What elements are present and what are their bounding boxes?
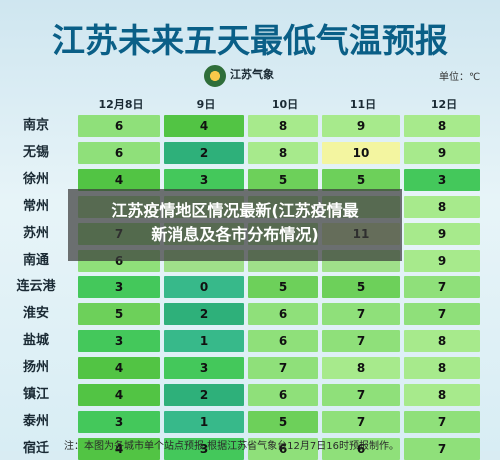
- temperature-cell: 4: [78, 168, 160, 191]
- city-label: 淮安: [22, 306, 49, 322]
- temperature-cell: 4: [78, 357, 160, 380]
- temperature-cell: 2: [164, 384, 244, 406]
- temperature-cell: 7: [322, 384, 400, 406]
- temperature-cell: 8: [404, 195, 480, 218]
- temperature-cell: 3: [164, 168, 244, 191]
- overlay-line-2: 新消息及各市分布情况): [151, 225, 319, 244]
- temperature-cell: 8: [404, 357, 480, 380]
- column-header: 11日: [349, 98, 377, 111]
- city-label: 无锡: [22, 144, 49, 160]
- temperature-cell: 7: [404, 437, 480, 460]
- city-label: 盐城: [22, 333, 49, 349]
- temperature-cell: 9: [404, 222, 480, 245]
- temperature-cell: 9: [322, 115, 400, 137]
- temperature-cell: 9: [404, 249, 480, 272]
- temperature-cell: 1: [164, 330, 244, 353]
- temperature-cell: 8: [404, 115, 480, 137]
- temperature-cell: 5: [248, 276, 318, 299]
- temperature-cell: 8: [322, 357, 400, 380]
- temperature-cell: 8: [248, 115, 318, 137]
- temperature-cell: 7: [404, 276, 480, 299]
- temperature-cell: 8: [404, 384, 480, 406]
- temperature-cell: 8: [248, 141, 318, 164]
- temperature-cell: 3: [78, 276, 160, 299]
- temperature-cell: 1: [164, 410, 244, 433]
- city-label: 扬州: [22, 360, 49, 376]
- temperature-cell: 7: [322, 303, 400, 326]
- temperature-cell: 6: [78, 141, 160, 164]
- temperature-cell: 7: [322, 330, 400, 353]
- city-label: 南京: [22, 118, 49, 133]
- temperature-cell: 3: [164, 357, 244, 380]
- temperature-cell: 7: [404, 303, 480, 326]
- city-label: 徐州: [22, 171, 49, 187]
- temperature-cell: 3: [404, 168, 480, 191]
- temperature-cell: 2: [164, 303, 244, 326]
- footnote: 注：本图为各城市单个站点预报,根据江苏省气象台12月7日16时预报制作。: [64, 441, 399, 452]
- temperature-cell: 5: [248, 168, 318, 191]
- temperature-cell: 5: [78, 303, 160, 326]
- temperature-cell: 10: [322, 141, 400, 164]
- column-header: 12月8日: [98, 98, 144, 111]
- temperature-cell: 9: [404, 141, 480, 164]
- jiangsu-meteorology-logo-icon: [204, 65, 226, 87]
- temperature-cell: 6: [78, 115, 160, 137]
- temperature-cell: 8: [404, 330, 480, 353]
- city-label: 南通: [22, 252, 49, 268]
- org-name: 江苏气象: [230, 68, 274, 81]
- page-title: 江苏未来五天最低气温预报: [52, 21, 448, 60]
- temperature-cell: 4: [164, 115, 244, 137]
- temperature-cell: 4: [78, 384, 160, 406]
- temperature-cell: 6: [248, 330, 318, 353]
- temperature-cell: 5: [322, 168, 400, 191]
- temperature-cell: 5: [248, 410, 318, 433]
- unit-label: 单位：℃: [439, 72, 481, 83]
- temperature-cell: 3: [78, 410, 160, 433]
- temperature-cell: 0: [164, 276, 244, 299]
- city-label: 镇江: [22, 387, 49, 402]
- city-label: 连云港: [16, 279, 56, 295]
- column-header: 12日: [430, 98, 458, 111]
- column-header: 10日: [271, 98, 299, 111]
- temperature-cell: 7: [322, 410, 400, 433]
- temperature-cell: 5: [322, 276, 400, 299]
- temperature-cell: 7: [248, 357, 318, 380]
- temperature-cell: 6: [248, 303, 318, 326]
- temperature-cell: 3: [78, 330, 160, 353]
- column-header: 9日: [196, 98, 216, 111]
- city-label: 宿迁: [22, 440, 49, 456]
- city-label: 苏州: [22, 225, 49, 241]
- city-label: 泰州: [22, 413, 49, 429]
- temperature-cell: 7: [404, 410, 480, 433]
- temperature-cell: 2: [164, 141, 244, 164]
- overlay-line-1: 江苏疫情地区情况最新(江苏疫情最: [111, 201, 359, 220]
- city-label: 常州: [22, 198, 49, 214]
- overlay-banner: 江苏疫情地区情况最新(江苏疫情最 新消息及各市分布情况): [68, 189, 402, 261]
- temperature-cell: 6: [248, 384, 318, 406]
